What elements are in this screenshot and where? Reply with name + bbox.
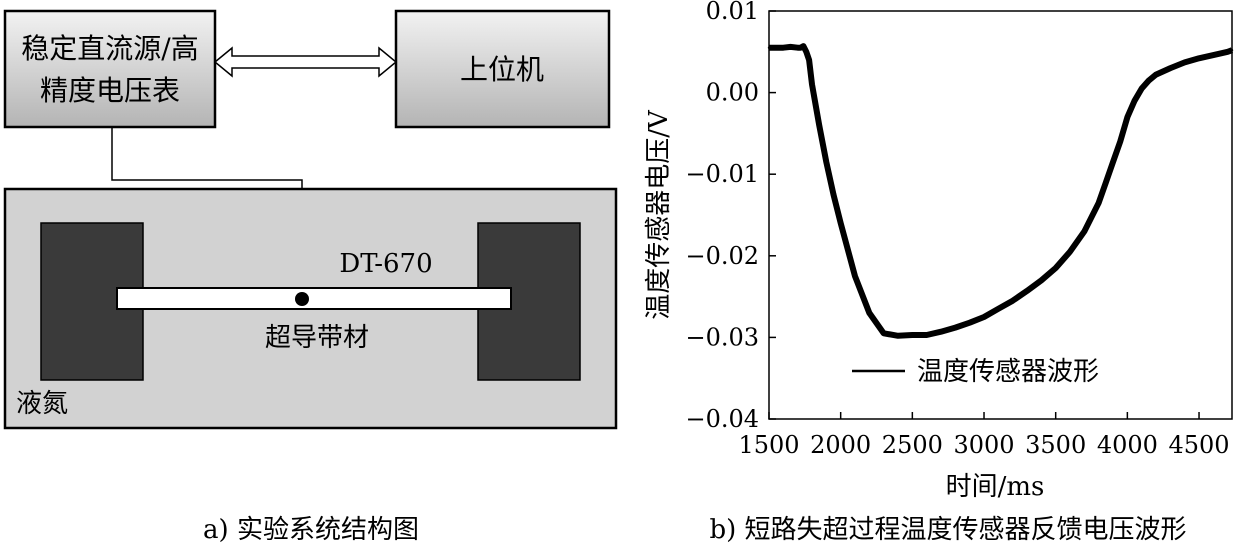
data-point <box>1104 181 1108 184</box>
data-point <box>774 46 778 49</box>
data-point <box>807 58 811 62</box>
data-point <box>1025 289 1029 293</box>
data-point <box>1126 115 1129 119</box>
x-tick-label: 4000 <box>1097 431 1158 459</box>
data-point <box>1083 230 1086 233</box>
data-point <box>799 46 802 49</box>
data-point <box>939 330 943 333</box>
superconducting-tape <box>116 287 512 310</box>
y-tick-label: −0.01 <box>685 160 759 188</box>
series-line <box>769 43 1234 339</box>
data-point <box>767 46 771 49</box>
data-point <box>832 193 835 196</box>
x-tick-label: 3500 <box>1025 431 1086 459</box>
data-point <box>1097 201 1100 204</box>
data-point <box>1226 50 1229 53</box>
x-tick-label: 1500 <box>738 431 799 459</box>
data-point <box>805 50 808 53</box>
data-point <box>868 311 871 315</box>
data-point <box>1169 66 1172 70</box>
data-point <box>1230 48 1234 52</box>
y-tick-label: −0.03 <box>685 323 759 351</box>
data-point <box>1040 279 1043 282</box>
data-point <box>1011 299 1014 302</box>
series-layer <box>767 43 1234 339</box>
host-computer-box <box>394 9 611 129</box>
data-point <box>1140 87 1143 90</box>
sensor-label: DT-670 <box>339 249 432 279</box>
data-point <box>896 334 900 337</box>
data-point <box>825 160 828 164</box>
data-point <box>1197 57 1201 60</box>
x-axis-label: 时间/ms <box>946 472 1045 502</box>
data-point <box>813 99 817 102</box>
x-tick-label: 2000 <box>810 431 871 459</box>
data-point <box>982 315 986 319</box>
data-point <box>796 46 799 49</box>
data-point <box>954 326 957 329</box>
data-point <box>1212 53 1215 57</box>
voltage-chart: 1500 2000 2500 3000 3500 4000 4500 0.01 0.00 −0.0… <box>644 0 1234 545</box>
data-point <box>968 321 971 324</box>
x-tick-label: 4500 <box>1168 431 1229 459</box>
data-point <box>802 44 805 48</box>
data-point <box>853 275 857 278</box>
data-point <box>1111 160 1115 164</box>
diagram-caption: a) 实验系统结构图 <box>203 515 419 545</box>
system-diagram: 稳定直流源/高 精度电压表 上位机 DT-670 超导带材 液氮 a) 实验系统… <box>3 9 618 545</box>
data-point <box>789 45 792 49</box>
legend-label: 温度传感器波形 <box>917 357 1099 387</box>
bidirectional-arrow-icon <box>213 46 398 78</box>
data-point <box>882 332 885 335</box>
y-tick-label: −0.04 <box>685 405 759 433</box>
data-point <box>925 333 928 337</box>
data-point <box>1147 79 1151 82</box>
sensor-dot-icon <box>295 292 309 306</box>
data-point <box>839 221 842 225</box>
y-tick-label: 0.00 <box>706 79 759 107</box>
data-point <box>817 124 821 127</box>
data-point <box>1133 99 1136 102</box>
x-tick-label: 2500 <box>882 431 943 459</box>
data-point <box>782 46 785 49</box>
source-voltmeter-box <box>3 9 217 129</box>
y-tick-label: −0.02 <box>685 242 759 270</box>
plot-area-frame <box>768 10 1233 420</box>
host-computer-label: 上位机 <box>460 53 544 86</box>
data-point <box>1068 250 1072 253</box>
tape-label: 超导带材 <box>265 323 369 353</box>
source-box-line2: 精度电压表 <box>40 74 180 107</box>
data-point <box>1054 266 1057 270</box>
data-point <box>1183 61 1186 64</box>
y-axis-label: 温度传感器电压/V <box>644 109 674 320</box>
data-point <box>810 83 814 86</box>
data-point <box>997 307 1000 311</box>
data-point <box>1154 73 1158 76</box>
chart-caption: b) 短路失超过程温度传感器反馈电压波形 <box>709 515 1186 545</box>
bath-label: 液氮 <box>16 389 68 419</box>
y-tick-label: 0.01 <box>706 0 759 25</box>
source-box-line1: 稳定直流源/高 <box>21 32 198 65</box>
data-point <box>911 333 914 337</box>
data-point <box>1118 140 1122 143</box>
x-tick-label: 3000 <box>953 431 1014 459</box>
axis-ticks: 1500 2000 2500 3000 3500 4000 4500 0.01 0.00 −0.0… <box>685 0 1229 459</box>
